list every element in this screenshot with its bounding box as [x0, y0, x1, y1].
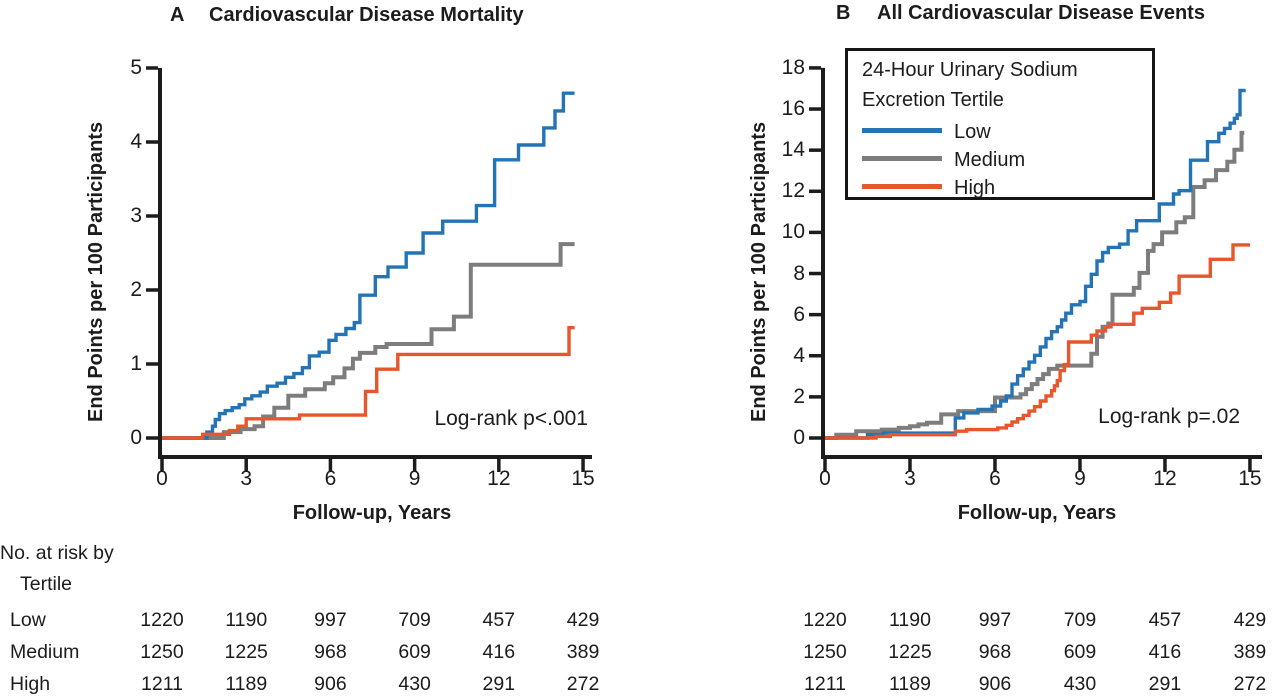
risk-table-header-line2: Tertile [20, 573, 73, 595]
risk-count: 272 [1233, 673, 1267, 695]
risk-count: 416 [482, 641, 516, 663]
panel-b-y-tick-label: 14 [781, 138, 805, 162]
panel-a-y-tick-label: 3 [130, 204, 142, 227]
risk-count: 1211 [141, 673, 183, 695]
panel-a-y-tick-label: 5 [130, 56, 142, 79]
panel-b-y-tick-label: 8 [793, 261, 805, 285]
risk-count: 389 [566, 641, 600, 663]
legend-line-swatch-low [862, 128, 942, 133]
panel-a-x-tick-label: 3 [240, 467, 253, 490]
legend-box: 24-Hour Urinary Sodium Excretion Tertile… [845, 48, 1155, 200]
risk-count: 389 [1233, 641, 1267, 663]
panel-b-x-tick-label: 6 [989, 467, 1001, 490]
panel-a-x-tick-label: 0 [156, 467, 168, 490]
risk-count: 1220 [803, 609, 847, 631]
legend-entry-low: Low [848, 119, 1152, 145]
risk-count: 291 [482, 673, 516, 695]
panel-b-series-medium-line [825, 130, 1245, 440]
panel-b-y-tick-label: 2 [793, 384, 805, 408]
panel-a-y-tick-label: 0 [130, 426, 142, 449]
panel-b-y-tick-label: 4 [793, 343, 805, 367]
risk-row-label-medium: Medium [10, 641, 80, 663]
risk-count: 1225 [224, 641, 268, 663]
risk-count: 272 [566, 673, 600, 695]
legend-entry-label: Medium [954, 149, 1026, 171]
legend-line-swatch-medium [862, 156, 942, 161]
risk-count: 906 [314, 673, 347, 695]
panel-b-x-tick-label: 12 [1153, 467, 1177, 490]
risk-count: 429 [566, 609, 600, 631]
panel-a-y-axis-label: End Points per 100 Participants [85, 121, 107, 422]
panel-b-x-axis-label: Follow-up, Years [957, 502, 1117, 524]
panel-b-x-tick-label: 3 [904, 467, 916, 490]
panel-b-x-tick-label: 0 [819, 467, 831, 490]
legend-entry-label: Low [954, 121, 991, 143]
panel-b-series-high-line [825, 243, 1250, 440]
risk-count: 430 [398, 673, 431, 695]
risk-count: 709 [1063, 609, 1097, 631]
panel-a-series-high-line [162, 326, 575, 440]
panel-b-y-tick-label: 16 [781, 97, 805, 121]
risk-count: 1189 [889, 673, 931, 695]
panel-b-y-tick-label: 6 [793, 302, 805, 326]
risk-count: 906 [978, 673, 1012, 695]
risk-count: 1190 [225, 609, 268, 631]
panel-a-label: A [170, 4, 185, 26]
panel-b-x-tick-label: 15 [1238, 467, 1262, 490]
risk-count: 1211 [804, 673, 846, 695]
panel-a-y-tick-label: 4 [130, 130, 142, 153]
risk-row-label-high: High [10, 673, 51, 695]
risk-count: 997 [314, 609, 347, 631]
risk-count: 968 [978, 641, 1012, 663]
panel-a-title: Cardiovascular Disease Mortality [209, 4, 524, 26]
panel-a-x-tick-label: 9 [408, 467, 421, 490]
risk-count: 709 [398, 609, 431, 631]
risk-count: 1220 [140, 609, 184, 631]
risk-count: 291 [1148, 673, 1182, 695]
panel-b-series-low-line [825, 88, 1246, 440]
panel-b-label: B [836, 2, 851, 24]
risk-count: 609 [1063, 641, 1097, 663]
panel-b-y-tick-label: 0 [793, 426, 805, 449]
legend-title-line2: Excretion Tertile [862, 89, 1004, 111]
risk-count: 1225 [888, 641, 932, 663]
panel-a-logrank-annotation: Log-rank p<.001 [434, 407, 588, 430]
panel-a-y-tick-label: 2 [130, 278, 142, 301]
panel-b-y-tick-label: 12 [781, 179, 805, 203]
panel-a-x-tick-label: 6 [324, 467, 337, 490]
panel-a-series-medium-line [162, 242, 575, 440]
risk-row-label-low: Low [10, 609, 46, 631]
legend-entry-label: High [954, 177, 996, 199]
panel-a-x-tick-label: 12 [487, 467, 511, 490]
panel-b-title: All Cardiovascular Disease Events [877, 2, 1205, 24]
risk-count: 1250 [803, 641, 847, 663]
legend-entry-high: High [848, 175, 1152, 201]
panel-b-logrank-annotation: Log-rank p=.02 [1098, 405, 1240, 428]
risk-count: 997 [978, 609, 1012, 631]
panel-b-y-tick-label: 10 [781, 220, 805, 244]
legend-entry-medium: Medium [848, 147, 1152, 173]
risk-count: 430 [1063, 673, 1097, 695]
panel-a-series-low-line [162, 91, 575, 440]
risk-count: 968 [314, 641, 347, 663]
panel-a-x-axis-label: Follow-up, Years [292, 502, 452, 524]
risk-count: 416 [1148, 641, 1182, 663]
panel-a-x-tick-label: 15 [571, 467, 595, 490]
risk-count: 429 [1233, 609, 1267, 631]
risk-table-header-line1: No. at risk by [0, 542, 114, 564]
risk-count: 457 [482, 609, 516, 631]
risk-count: 1250 [140, 641, 184, 663]
risk-count: 457 [1148, 609, 1182, 631]
risk-count: 609 [398, 641, 431, 663]
panel-b-y-tick-label: 18 [781, 55, 805, 79]
legend-title-line1: 24-Hour Urinary Sodium [862, 59, 1078, 81]
panel-a-y-tick-label: 1 [130, 352, 142, 375]
risk-count: 1189 [225, 673, 268, 695]
legend-line-swatch-high [862, 184, 942, 189]
panel-b-x-tick-label: 9 [1074, 467, 1086, 490]
risk-count: 1190 [889, 609, 931, 631]
